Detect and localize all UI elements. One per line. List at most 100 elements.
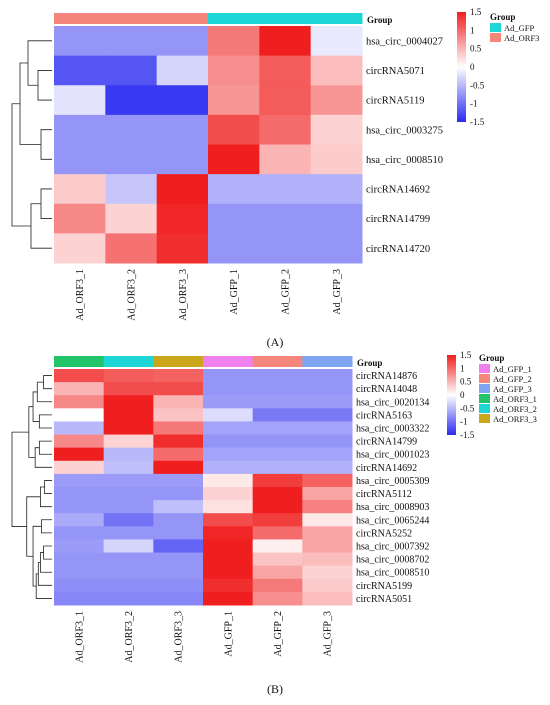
heatmap-cell	[103, 395, 154, 409]
heatmap-cell	[153, 421, 204, 436]
color-bar-tick: 0	[460, 390, 465, 400]
color-bar-tick: 0.5	[460, 377, 472, 387]
heatmap-cell	[54, 144, 106, 175]
heatmap-cell	[103, 460, 154, 475]
heatmap-cell	[153, 552, 204, 567]
row-label: circRNA5119	[366, 96, 425, 107]
heatmap-cell	[156, 174, 209, 205]
heatmap-cell	[252, 539, 303, 554]
annotation-cell	[54, 356, 105, 367]
heatmap-cell	[203, 526, 254, 540]
column-label: Ad_ORF3_1	[75, 269, 86, 321]
color-bar-tick: 1	[460, 363, 465, 373]
dendrogram-branch	[32, 391, 40, 422]
heatmap-cell	[310, 174, 363, 205]
heatmap-cell	[252, 369, 303, 383]
heatmap-cell	[105, 144, 158, 175]
column-label: Ad_ORF3_3	[178, 269, 189, 321]
heatmap-cell	[54, 85, 106, 116]
row-label: hsa_circ_0020134	[356, 397, 429, 408]
heatmap-cell	[310, 85, 363, 116]
heatmap-cell	[153, 539, 204, 554]
dendrogram-branch	[11, 103, 31, 227]
heatmap-panel-b: Group circRNA14876 circRNA14048 hsa_circ_00…	[11, 350, 537, 663]
heatmap-cell	[252, 421, 303, 436]
color-bar	[447, 355, 456, 435]
heatmap-cell	[208, 174, 260, 205]
dendrogram-branch	[43, 545, 52, 560]
heatmap-cell	[54, 447, 105, 462]
legend-label: Ad_GFP_1	[493, 364, 532, 374]
heatmap-cell	[54, 500, 105, 514]
heatmap-cell	[153, 369, 204, 383]
annotation-cell	[203, 356, 254, 367]
legend-label: Ad_ORF3_3	[493, 414, 537, 424]
heatmap-cell	[54, 539, 105, 554]
heatmap-cell	[252, 408, 303, 422]
heatmap-cell	[103, 591, 154, 606]
heatmap-cell	[103, 526, 154, 540]
heatmap-cell	[252, 460, 303, 475]
column-label: Ad_GFP_2	[273, 611, 284, 657]
heatmap-cell	[103, 421, 154, 436]
heatmap-cell	[103, 408, 154, 422]
heatmap-panel-a: Group hsa_circ_0004027 circRNA5071 circRNA5…	[11, 7, 539, 321]
heatmap-cell	[105, 114, 158, 145]
heatmap-cell	[208, 203, 260, 234]
heatmap-cell	[252, 591, 303, 606]
heatmap-cell	[310, 233, 363, 264]
column-label: Ad_GFP_2	[281, 269, 292, 315]
heatmap-cell	[259, 203, 312, 234]
row-label: circRNA5199	[356, 581, 412, 592]
legend-label: Ad_ORF3_2	[493, 404, 537, 414]
heatmap-cell	[302, 369, 353, 383]
legend-title: Group	[490, 12, 515, 22]
heatmap-cell	[310, 114, 363, 145]
heatmap-cell	[105, 203, 158, 234]
heatmap-cell	[103, 552, 154, 567]
dendrogram-branch	[40, 552, 52, 573]
heatmap-cell	[302, 513, 353, 527]
column-label: Ad_ORF3_1	[74, 611, 85, 663]
heatmap-cell	[203, 395, 254, 409]
heatmap-cell	[54, 578, 105, 593]
heatmap-cell	[156, 85, 209, 116]
heatmap-cell	[105, 174, 158, 205]
heatmap-cell	[208, 85, 260, 116]
column-label: Ad_ORF3_3	[174, 611, 185, 663]
dendrogram-branch	[30, 203, 52, 249]
color-bar-tick: 0	[470, 62, 475, 72]
row-label: hsa_circ_0004027	[366, 36, 443, 47]
heatmap-cell	[153, 591, 204, 606]
heatmap-cell	[153, 460, 204, 475]
heatmap-cell	[156, 233, 209, 264]
heatmap-cell	[203, 539, 254, 554]
heatmap-cell	[153, 408, 204, 422]
dendrogram-branch	[37, 70, 52, 101]
heatmap-cell	[103, 434, 154, 449]
heatmap-cell	[103, 500, 154, 514]
heatmap-cell	[259, 144, 312, 175]
heatmap-cell	[252, 382, 303, 396]
heatmap-cell	[54, 382, 105, 396]
heatmap-cell	[153, 473, 204, 488]
heatmap-cell	[203, 513, 254, 527]
row-label: circRNA14692	[366, 185, 430, 196]
color-bar-tick: 1.5	[460, 350, 472, 360]
row-label: circRNA14876	[356, 371, 417, 382]
heatmap-cell	[252, 526, 303, 540]
dendrogram-branch	[40, 129, 52, 160]
heatmap-cell	[103, 447, 154, 462]
heatmap-cell	[259, 233, 312, 264]
heatmap-cell	[302, 408, 353, 422]
heatmap-cell	[153, 526, 204, 540]
heatmap-cell	[302, 473, 353, 488]
color-bar-tick: 0.5	[470, 44, 482, 54]
heatmap-cell	[103, 487, 154, 501]
annotation-cell	[105, 13, 158, 24]
heatmap-cell	[203, 447, 254, 462]
annotation-cell	[259, 13, 312, 24]
heatmap-cell	[302, 591, 353, 606]
heatmap-cell	[252, 513, 303, 527]
row-label: circRNA14799	[356, 437, 417, 448]
